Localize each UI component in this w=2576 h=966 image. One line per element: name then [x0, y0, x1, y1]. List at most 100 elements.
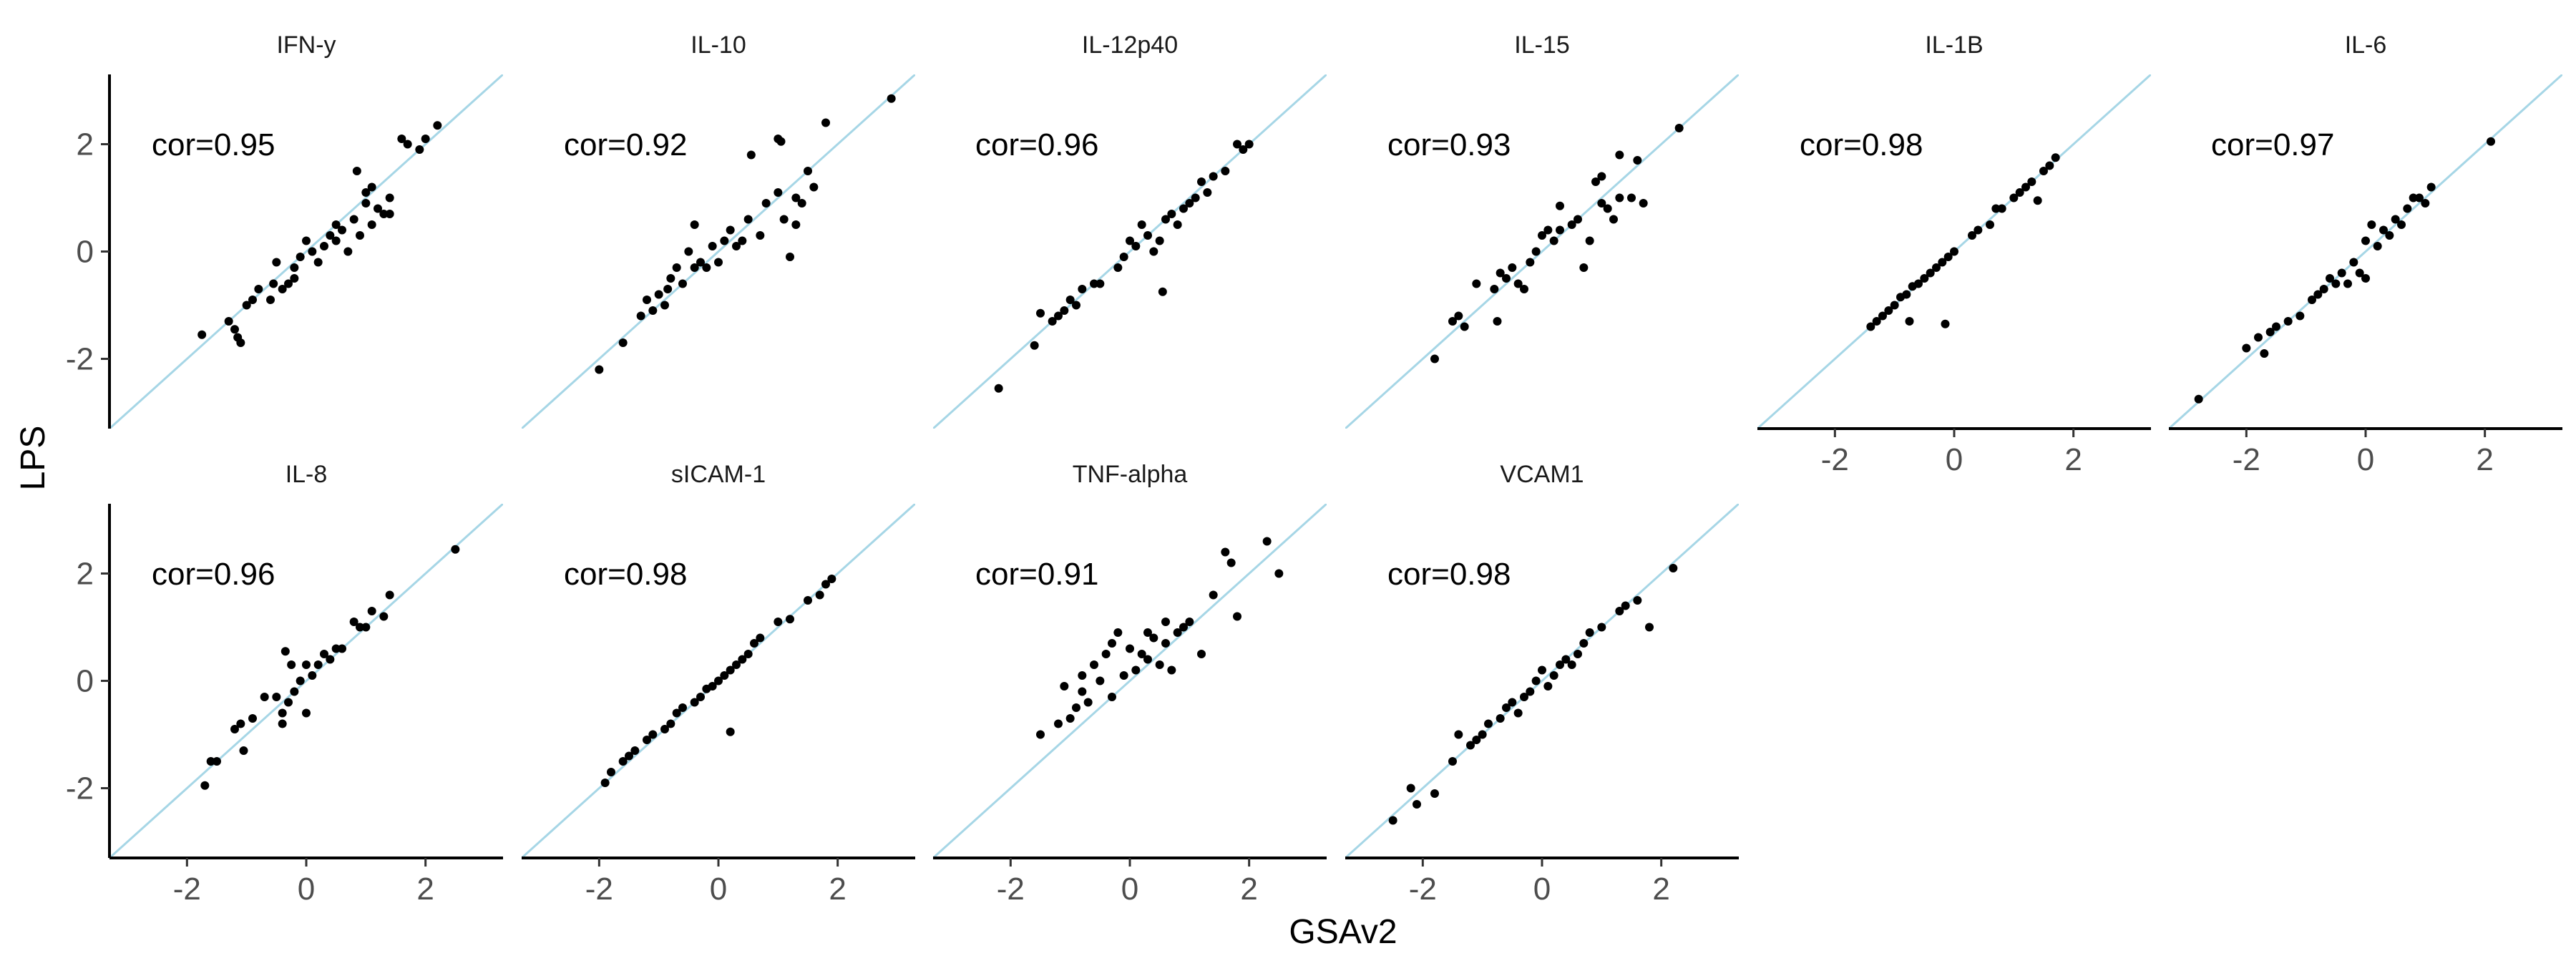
data-point — [1197, 177, 1206, 186]
x-tick-label: -2 — [997, 872, 1025, 907]
data-point — [1113, 263, 1123, 272]
x-tick-label: 2 — [2064, 442, 2082, 477]
data-point — [308, 671, 317, 680]
data-point — [352, 167, 361, 175]
data-point — [672, 708, 681, 718]
data-point — [887, 94, 896, 103]
data-point — [338, 644, 346, 653]
data-point — [1472, 736, 1481, 744]
data-point — [1036, 730, 1045, 739]
data-point — [1090, 279, 1098, 288]
data-point — [379, 210, 389, 218]
data-point — [1388, 816, 1397, 825]
panel-title: IFN-y — [276, 31, 336, 59]
data-point — [278, 708, 287, 718]
x-axis-title: GSAv2 — [1289, 913, 1397, 951]
data-point — [1126, 644, 1134, 653]
data-point — [1185, 199, 1194, 208]
data-point — [1137, 220, 1146, 229]
y-tick-label: 0 — [77, 664, 94, 699]
data-point — [2308, 296, 2316, 304]
data-point — [774, 618, 783, 626]
data-point — [313, 660, 323, 669]
panel-tnf-alpha: TNF-alpha cor=0.91 -2 0 2 — [933, 461, 1327, 907]
data-point — [663, 285, 673, 293]
data-point — [1633, 596, 1642, 605]
data-point — [331, 236, 341, 245]
data-point — [361, 188, 371, 197]
panel-vcam1: VCAM1 cor=0.98 -2 0 2 — [1345, 461, 1739, 907]
data-point — [1920, 274, 1929, 283]
data-point — [618, 338, 628, 347]
data-point — [1513, 708, 1523, 718]
data-point — [1078, 687, 1087, 696]
data-point — [738, 236, 747, 245]
data-point — [804, 596, 812, 605]
data-point — [726, 727, 735, 736]
data-point — [272, 258, 281, 267]
data-point — [367, 220, 376, 229]
identity-reference-line — [933, 504, 1327, 858]
data-point — [403, 140, 412, 149]
data-point — [797, 199, 806, 208]
data-point — [774, 188, 783, 197]
data-point — [2373, 242, 2382, 250]
data-point — [1938, 258, 1947, 267]
panel-il-15: IL-15 cor=0.93 — [1345, 31, 1739, 429]
panel-title: VCAM1 — [1500, 461, 1584, 488]
identity-reference-line — [1345, 74, 1739, 429]
data-point — [236, 719, 245, 728]
data-point — [1113, 628, 1123, 637]
data-point — [284, 279, 293, 288]
panel-il-12p40: IL-12p40 cor=0.96 — [933, 31, 1327, 429]
data-point — [756, 633, 765, 643]
data-point — [1209, 590, 1218, 600]
y-tick-label: -2 — [66, 771, 94, 806]
x-tick-label: 0 — [1121, 872, 1138, 907]
data-point — [1914, 279, 1923, 288]
data-point — [1197, 650, 1206, 658]
data-point — [1997, 204, 2006, 213]
data-point — [2331, 279, 2341, 288]
data-point — [684, 247, 693, 256]
panel-il-8: IL-8 cor=0.96 -2 0 2 -2 0 2 — [66, 461, 503, 907]
data-point — [1239, 145, 1248, 154]
data-point — [821, 580, 830, 589]
panel-title: IL-1B — [1925, 31, 1983, 59]
panel-ifn-y: IFN-y cor=0.95 -2 0 2 — [66, 31, 503, 429]
data-point — [1078, 671, 1087, 680]
data-point — [1448, 757, 1457, 766]
data-point — [648, 306, 658, 315]
data-point — [1520, 285, 1528, 293]
data-point — [248, 714, 257, 723]
data-point — [2361, 274, 2370, 283]
data-point — [2313, 290, 2323, 299]
data-point — [320, 650, 328, 658]
data-point — [1585, 236, 1594, 245]
data-point — [1621, 601, 1630, 610]
data-point — [1591, 177, 1600, 186]
data-point — [1454, 311, 1463, 321]
data-point — [230, 725, 239, 733]
data-point — [1926, 268, 1935, 278]
y-tick-label: 0 — [77, 235, 94, 270]
data-point — [1233, 140, 1241, 149]
data-point — [804, 167, 812, 175]
data-point — [1096, 279, 1105, 288]
data-point — [1567, 660, 1576, 669]
x-tick-label: -2 — [1821, 442, 1849, 477]
data-point — [308, 247, 317, 256]
correlation-label: cor=0.91 — [975, 557, 1098, 592]
data-point — [1078, 285, 1087, 293]
data-point — [809, 182, 819, 192]
data-point — [1119, 671, 1128, 680]
data-point — [1108, 693, 1116, 701]
data-point — [618, 757, 628, 766]
identity-reference-line — [933, 74, 1327, 429]
data-point — [356, 623, 364, 632]
y-tick-label: 2 — [77, 557, 94, 592]
data-point — [702, 263, 711, 272]
data-point — [1101, 650, 1111, 658]
data-point — [1143, 231, 1152, 240]
data-point — [1173, 220, 1182, 229]
